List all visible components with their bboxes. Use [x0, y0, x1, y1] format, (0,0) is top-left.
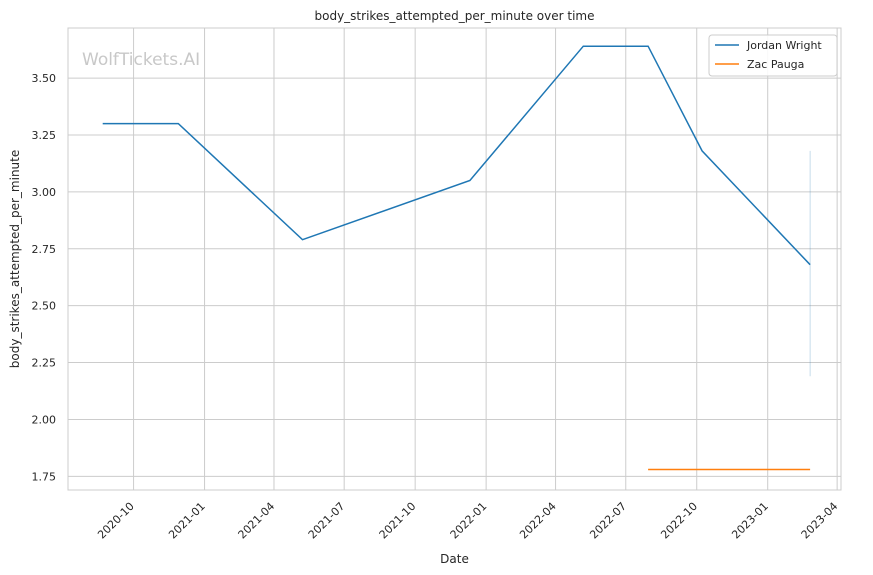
x-tick-label: 2022-10 [658, 500, 700, 542]
x-tick-label: 2021-07 [306, 500, 348, 542]
y-tick-label: 2.50 [32, 300, 57, 313]
legend-box [708, 34, 838, 77]
x-axis-ticks: 2020-10 2021-01 2021-04 2021-07 2021-10 2022-… [95, 500, 840, 542]
x-axis-label: Date [440, 552, 469, 566]
y-tick-label: 2.75 [32, 243, 57, 256]
legend: Jordan Wright Zac Pauga [708, 34, 838, 77]
plot-area [67, 27, 842, 491]
series-line [102, 45, 811, 266]
chart-title: body_strikes_attempted_per_minute over t… [315, 9, 595, 23]
y-axis-ticks: 1.75 2.00 2.25 2.50 2.75 3.00 3.25 3.50 [32, 72, 57, 483]
x-tick-label: 2021-10 [377, 500, 419, 542]
x-tick-label: 2020-10 [95, 500, 137, 542]
grid-lines [68, 28, 841, 490]
y-tick-label: 3.25 [32, 129, 57, 142]
y-tick-label: 2.00 [32, 413, 57, 426]
watermark: WolfTickets.AI [82, 50, 200, 70]
x-tick-label: 2023-04 [799, 500, 841, 542]
y-tick-label: 3.00 [32, 186, 57, 199]
y-tick-label: 2.25 [32, 357, 57, 370]
x-tick-label: 2023-01 [729, 500, 771, 542]
series-layer [102, 45, 811, 471]
y-tick-label: 1.75 [32, 470, 57, 483]
x-tick-label: 2022-07 [587, 500, 629, 542]
x-tick-label: 2021-01 [166, 500, 208, 542]
y-tick-label: 3.50 [32, 72, 57, 85]
legend-label: Jordan Wright [746, 39, 822, 52]
legend-label: Zac Pauga [747, 58, 804, 71]
x-tick-label: 2022-01 [448, 500, 490, 542]
x-tick-label: 2022-04 [517, 500, 559, 542]
x-tick-label: 2021-04 [236, 500, 278, 542]
y-axis-label: body_strikes_attempted_per_minute [8, 150, 22, 368]
